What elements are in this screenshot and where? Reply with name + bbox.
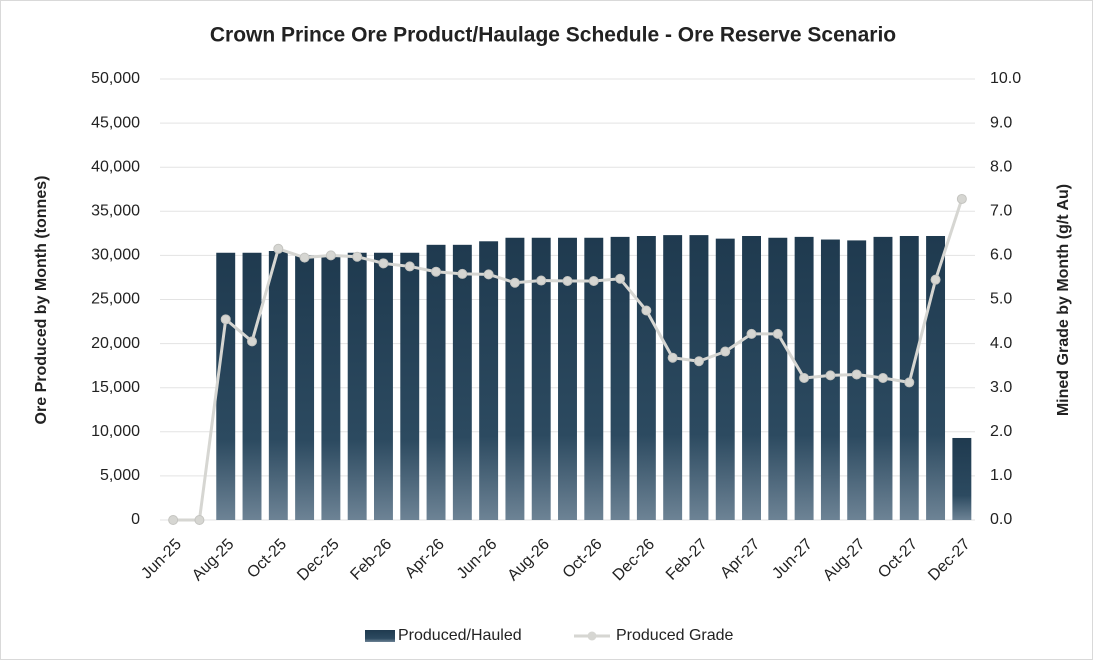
bar xyxy=(374,252,393,520)
y-tick-label: 50,000 xyxy=(91,70,140,87)
legend-label: Produced Grade xyxy=(616,627,734,644)
bar xyxy=(479,241,499,520)
bar xyxy=(268,250,288,521)
line-marker xyxy=(483,269,494,280)
bar xyxy=(663,235,683,520)
y2-tick-label: 4.0 xyxy=(990,335,1012,352)
line-marker xyxy=(930,274,941,285)
chart-title: Crown Prince Ore Product/Haulage Schedul… xyxy=(210,24,896,47)
line-marker xyxy=(641,305,652,316)
bar xyxy=(689,235,709,520)
line-marker xyxy=(431,266,442,277)
bar xyxy=(505,237,525,520)
y2-tick-label: 6.0 xyxy=(990,247,1012,264)
y-tick-label: 35,000 xyxy=(91,203,140,220)
y2-tick-label: 8.0 xyxy=(990,158,1012,175)
bar xyxy=(952,437,972,520)
y-tick-label: 45,000 xyxy=(91,114,140,131)
bar xyxy=(558,237,577,520)
bar xyxy=(321,255,341,520)
bar xyxy=(768,237,788,520)
y2-axis-title: Mined Grade by Month (g/t Au) xyxy=(1055,184,1072,416)
y-axis-title: Ore Produced by Month (tonnes) xyxy=(33,176,50,425)
bar xyxy=(847,240,867,520)
line-marker xyxy=(825,370,836,381)
legend-swatch xyxy=(587,631,597,641)
line-marker xyxy=(720,346,731,357)
y2-tick-label: 9.0 xyxy=(990,114,1012,131)
line-marker xyxy=(536,275,547,286)
y-tick-label: 40,000 xyxy=(91,158,140,175)
y-tick-label: 20,000 xyxy=(91,335,140,352)
bar xyxy=(452,244,472,521)
bar xyxy=(584,237,604,520)
y-tick-label: 5,000 xyxy=(100,467,140,484)
y2-tick-label: 3.0 xyxy=(990,379,1012,396)
bar xyxy=(636,235,656,520)
line-marker xyxy=(194,515,205,525)
y2-tick-label: 5.0 xyxy=(990,291,1012,308)
bar xyxy=(347,252,367,520)
line-marker xyxy=(220,314,231,325)
line-marker xyxy=(693,356,704,367)
bar xyxy=(610,236,630,521)
bar xyxy=(531,237,551,520)
line-marker xyxy=(404,261,415,272)
y-tick-label: 30,000 xyxy=(91,247,140,264)
bar xyxy=(742,235,761,520)
line-marker xyxy=(799,372,810,383)
line-marker xyxy=(588,275,599,286)
line-marker xyxy=(352,251,363,262)
y-tick-label: 10,000 xyxy=(91,423,140,440)
line-marker xyxy=(904,377,915,388)
line-marker xyxy=(615,273,626,284)
line-marker xyxy=(877,372,888,383)
line-marker xyxy=(509,277,520,288)
line-marker xyxy=(956,193,967,204)
line-marker xyxy=(299,252,310,263)
bar xyxy=(426,244,446,521)
line-marker xyxy=(325,250,336,261)
line-marker xyxy=(746,328,757,339)
bar xyxy=(926,235,946,520)
line-marker xyxy=(562,275,573,286)
y2-tick-label: 7.0 xyxy=(990,203,1012,220)
y2-tick-label: 1.0 xyxy=(990,467,1012,484)
y2-tick-label: 10.0 xyxy=(990,70,1021,87)
line-marker xyxy=(273,243,284,254)
line-marker xyxy=(457,268,468,279)
y-tick-label: 0 xyxy=(131,511,140,528)
bar xyxy=(400,252,420,520)
line-marker xyxy=(667,352,678,363)
bar xyxy=(715,238,735,520)
legend-label: Produced/Hauled xyxy=(398,627,522,644)
line-marker xyxy=(168,515,179,525)
y-tick-label: 15,000 xyxy=(91,379,140,396)
y2-tick-label: 2.0 xyxy=(990,423,1012,440)
bar xyxy=(216,252,236,520)
y-tick-label: 25,000 xyxy=(91,291,140,308)
legend-swatch xyxy=(365,630,395,642)
line-marker xyxy=(772,328,783,339)
bar xyxy=(295,255,315,520)
y2-tick-label: 0.0 xyxy=(990,511,1012,528)
line-marker xyxy=(851,369,862,380)
bar xyxy=(242,252,262,520)
line-marker xyxy=(378,258,389,269)
line-marker xyxy=(247,336,258,347)
